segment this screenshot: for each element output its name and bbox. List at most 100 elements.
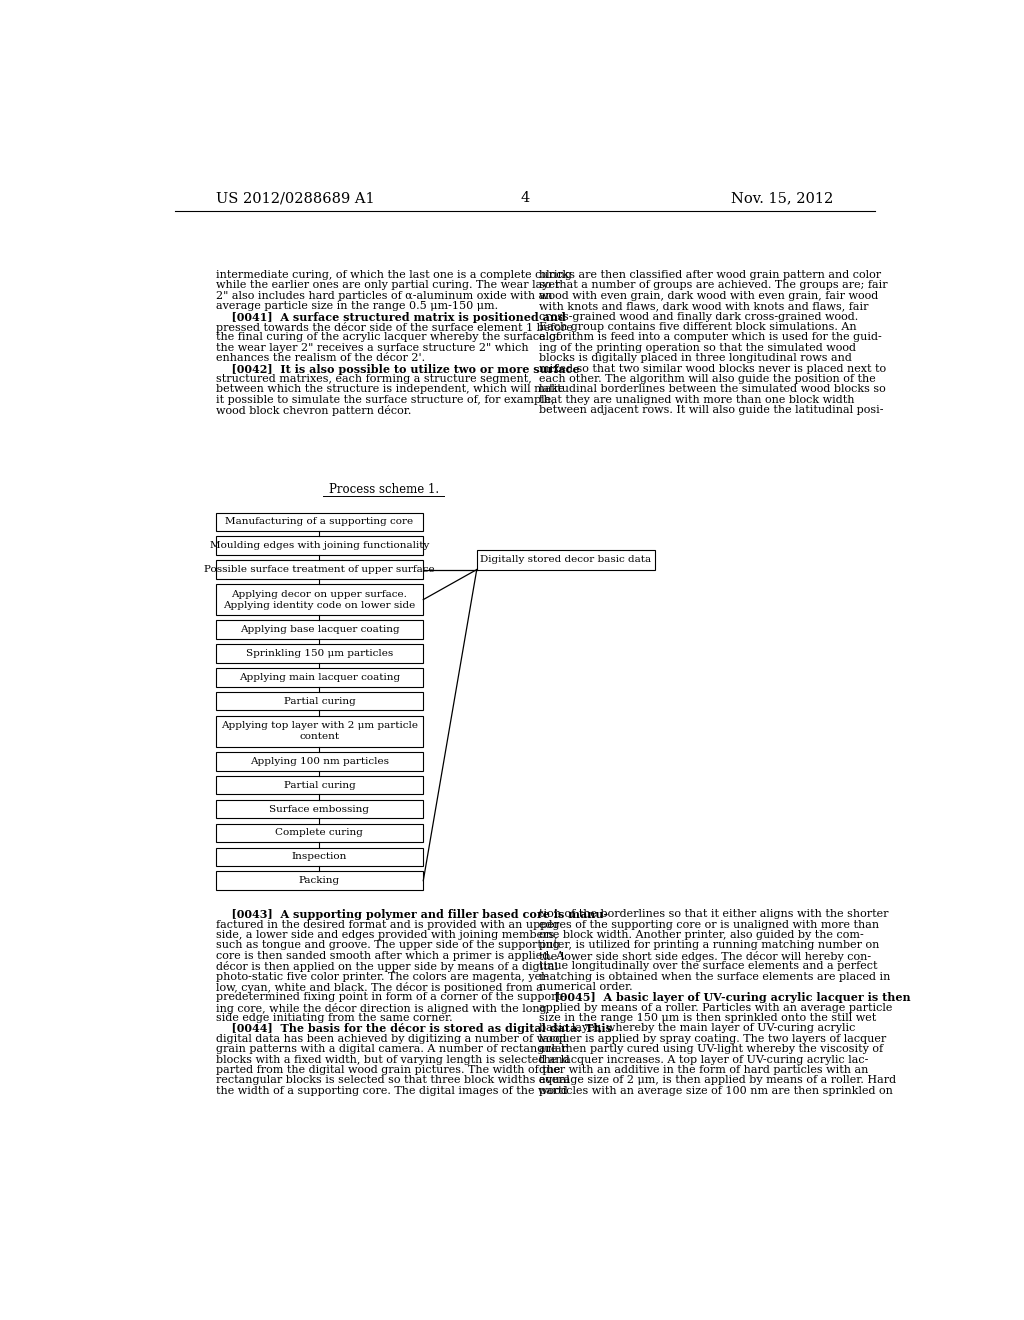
Text: ing core, while the décor direction is aligned with the long: ing core, while the décor direction is a… — [216, 1003, 546, 1014]
Text: applied by means of a roller. Particles with an average particle: applied by means of a roller. Particles … — [539, 1003, 892, 1012]
Text: low, cyan, white and black. The décor is positioned from a: low, cyan, white and black. The décor is… — [216, 982, 543, 993]
Text: side edge initiating from the same corner.: side edge initiating from the same corne… — [216, 1014, 453, 1023]
Text: Each group contains five different block simulations. An: Each group contains five different block… — [539, 322, 856, 333]
Text: factured in the desired format and is provided with an upper: factured in the desired format and is pr… — [216, 920, 559, 929]
Text: pressed towards the décor side of the surface element 1 before: pressed towards the décor side of the su… — [216, 322, 572, 333]
Text: enhances the realism of the décor 2'.: enhances the realism of the décor 2'. — [216, 354, 425, 363]
Text: ing of the printing operation so that the simulated wood: ing of the printing operation so that th… — [539, 343, 856, 352]
Text: parted from the digital wood grain pictures. The width of the: parted from the digital wood grain pictu… — [216, 1065, 560, 1074]
Text: lacquer is applied by spray coating. The two layers of lacquer: lacquer is applied by spray coating. The… — [539, 1034, 886, 1044]
Text: rectangular blocks is selected so that three block widths equal: rectangular blocks is selected so that t… — [216, 1076, 569, 1085]
Bar — [216, 824, 423, 842]
Bar — [216, 536, 423, 554]
Text: blocks is digitally placed in three longitudinal rows and: blocks is digitally placed in three long… — [539, 354, 852, 363]
Text: Surface embossing: Surface embossing — [269, 805, 370, 813]
Bar — [216, 668, 423, 686]
Text: quer with an additive in the form of hard particles with an: quer with an additive in the form of har… — [539, 1065, 868, 1074]
Text: between adjacent rows. It will also guide the latitudinal posi-: between adjacent rows. It will also guid… — [539, 405, 884, 416]
Text: [0041]  A surface structured matrix is positioned and: [0041] A surface structured matrix is po… — [216, 312, 565, 322]
Text: wood block chevron pattern décor.: wood block chevron pattern décor. — [216, 405, 411, 416]
Text: Partial curing: Partial curing — [284, 780, 355, 789]
Text: algorithm is feed into a computer which is used for the guid-: algorithm is feed into a computer which … — [539, 333, 882, 342]
Text: Inspection: Inspection — [292, 853, 347, 861]
Text: the width of a supporting core. The digital images of the wood: the width of a supporting core. The digi… — [216, 1086, 567, 1096]
Bar — [216, 644, 423, 663]
Text: Applying 100 nm particles: Applying 100 nm particles — [250, 756, 389, 766]
Text: Possible surface treatment of upper surface: Possible surface treatment of upper surf… — [204, 565, 435, 574]
Bar — [216, 692, 423, 710]
Text: Applying base lacquer coating: Applying base lacquer coating — [240, 626, 399, 634]
Text: such as tongue and groove. The upper side of the supporting: such as tongue and groove. The upper sid… — [216, 940, 559, 950]
Text: Partial curing: Partial curing — [284, 697, 355, 706]
Text: 4: 4 — [520, 191, 529, 206]
Text: Nov. 15, 2012: Nov. 15, 2012 — [731, 191, 834, 206]
Text: blocks with a fixed width, but of varying length is selected and: blocks with a fixed width, but of varyin… — [216, 1055, 569, 1065]
Text: one block width. Another printer, also guided by the com-: one block width. Another printer, also g… — [539, 929, 863, 940]
Text: US 2012/0288689 A1: US 2012/0288689 A1 — [216, 191, 374, 206]
Text: décor is then applied on the upper side by means of a digital: décor is then applied on the upper side … — [216, 961, 557, 972]
Bar — [216, 752, 423, 771]
Text: size in the range 150 μm is then sprinkled onto the still wet: size in the range 150 μm is then sprinkl… — [539, 1014, 876, 1023]
Text: edges of the supporting core or is unaligned with more than: edges of the supporting core or is unali… — [539, 920, 879, 929]
Text: Digitally stored decor basic data: Digitally stored decor basic data — [480, 556, 651, 564]
Bar — [216, 847, 423, 866]
Text: Moulding edges with joining functionality: Moulding edges with joining functionalit… — [210, 541, 429, 550]
Text: so that a number of groups are achieved. The groups are; fair: so that a number of groups are achieved.… — [539, 280, 888, 290]
Text: predetermined fixing point in form of a corner of the support-: predetermined fixing point in form of a … — [216, 993, 564, 1002]
Text: wood with even grain, dark wood with even grain, fair wood: wood with even grain, dark wood with eve… — [539, 290, 878, 301]
Bar — [216, 776, 423, 795]
Text: Applying decor on upper surface.
Applying identity code on lower side: Applying decor on upper surface. Applyin… — [223, 590, 416, 610]
Text: between which the structure is independent, which will make: between which the structure is independe… — [216, 384, 564, 395]
Text: Process scheme 1.: Process scheme 1. — [329, 483, 439, 496]
Text: Sprinkling 150 μm particles: Sprinkling 150 μm particles — [246, 649, 393, 657]
Text: particles with an average size of 100 nm are then sprinkled on: particles with an average size of 100 nm… — [539, 1086, 893, 1096]
Text: it possible to simulate the surface structure of, for example,: it possible to simulate the surface stru… — [216, 395, 554, 405]
Text: average particle size in the range 0.5 μm-150 μm.: average particle size in the range 0.5 μ… — [216, 301, 498, 312]
Bar — [216, 561, 423, 579]
Text: grain patterns with a digital camera. A number of rectangular: grain patterns with a digital camera. A … — [216, 1044, 566, 1055]
Text: tion of the borderlines so that it either aligns with the shorter: tion of the borderlines so that it eithe… — [539, 909, 888, 919]
Text: [0043]  A supporting polymer and filler based core is manu-: [0043] A supporting polymer and filler b… — [216, 909, 607, 920]
Text: 2" also includes hard particles of α-aluminum oxide with an: 2" also includes hard particles of α-alu… — [216, 290, 552, 301]
Text: [0045]  A basic layer of UV-curing acrylic lacquer is then: [0045] A basic layer of UV-curing acryli… — [539, 993, 910, 1003]
Text: the wear layer 2" receives a surface structure 2" which: the wear layer 2" receives a surface str… — [216, 343, 528, 352]
Text: the lower side short side edges. The décor will hereby con-: the lower side short side edges. The déc… — [539, 950, 870, 962]
Text: the lacquer increases. A top layer of UV-curing acrylic lac-: the lacquer increases. A top layer of UV… — [539, 1055, 868, 1065]
Text: while the earlier ones are only partial curing. The wear layer: while the earlier ones are only partial … — [216, 280, 560, 290]
Text: matching is obtained when the surface elements are placed in: matching is obtained when the surface el… — [539, 972, 890, 982]
Text: numerical order.: numerical order. — [539, 982, 633, 991]
Text: the final curing of the acrylic lacquer whereby the surface of: the final curing of the acrylic lacquer … — [216, 333, 559, 342]
Bar — [216, 585, 423, 615]
Text: intermediate curing, of which the last one is a complete curing: intermediate curing, of which the last o… — [216, 271, 571, 280]
Bar — [477, 549, 655, 570]
Text: digital data has been achieved by digitizing a number of wood: digital data has been achieved by digiti… — [216, 1034, 566, 1044]
Text: basic layer, whereby the main layer of UV-curing acrylic: basic layer, whereby the main layer of U… — [539, 1023, 855, 1034]
Bar — [216, 800, 423, 818]
Text: puter, is utilized for printing a running matching number on: puter, is utilized for printing a runnin… — [539, 940, 880, 950]
Text: mixed so that two similar wood blocks never is placed next to: mixed so that two similar wood blocks ne… — [539, 363, 886, 374]
Text: Applying top layer with 2 μm particle
content: Applying top layer with 2 μm particle co… — [221, 721, 418, 742]
Text: are then partly cured using UV-light whereby the viscosity of: are then partly cured using UV-light whe… — [539, 1044, 883, 1055]
Text: side, a lower side and edges provided with joining members,: side, a lower side and edges provided wi… — [216, 929, 557, 940]
Text: Applying main lacquer coating: Applying main lacquer coating — [239, 673, 400, 682]
Text: [0044]  The basis for the décor is stored as digital data. This: [0044] The basis for the décor is stored… — [216, 1023, 611, 1035]
Bar — [216, 715, 423, 747]
Text: photo-static five color printer. The colors are magenta, yel-: photo-static five color printer. The col… — [216, 972, 548, 982]
Bar — [216, 512, 423, 531]
Text: blocks are then classified after wood grain pattern and color: blocks are then classified after wood gr… — [539, 271, 881, 280]
Text: core is then sanded smooth after which a primer is applied. A: core is then sanded smooth after which a… — [216, 950, 564, 961]
Text: Packing: Packing — [299, 876, 340, 886]
Bar — [216, 871, 423, 890]
Text: average size of 2 μm, is then applied by means of a roller. Hard: average size of 2 μm, is then applied by… — [539, 1076, 896, 1085]
Text: Manufacturing of a supporting core: Manufacturing of a supporting core — [225, 517, 414, 527]
Text: structured matrixes, each forming a structure segment,: structured matrixes, each forming a stru… — [216, 374, 531, 384]
Text: Complete curing: Complete curing — [275, 829, 364, 837]
Text: with knots and flaws, dark wood with knots and flaws, fair: with knots and flaws, dark wood with kno… — [539, 301, 868, 312]
Text: tinue longitudinally over the surface elements and a perfect: tinue longitudinally over the surface el… — [539, 961, 878, 972]
Text: that they are unaligned with more than one block width: that they are unaligned with more than o… — [539, 395, 854, 405]
Text: each other. The algorithm will also guide the position of the: each other. The algorithm will also guid… — [539, 374, 876, 384]
Text: cross-grained wood and finally dark cross-grained wood.: cross-grained wood and finally dark cros… — [539, 312, 858, 322]
Text: latitudinal borderlines between the simulated wood blocks so: latitudinal borderlines between the simu… — [539, 384, 886, 395]
Text: [0042]  It is also possible to utilize two or more surface: [0042] It is also possible to utilize tw… — [216, 363, 580, 375]
Bar — [216, 620, 423, 639]
